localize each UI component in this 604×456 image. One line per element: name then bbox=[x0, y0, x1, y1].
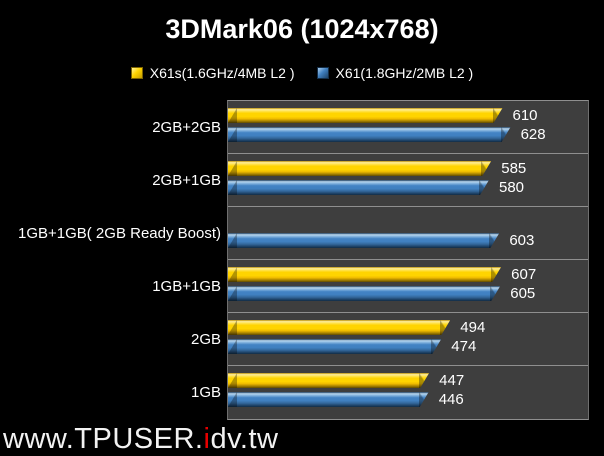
bar-line: 494 bbox=[228, 319, 588, 336]
watermark-highlight: i bbox=[203, 423, 211, 455]
value-label: 474 bbox=[451, 338, 477, 355]
category-label: 1GB+1GB bbox=[152, 277, 221, 295]
legend-label: X61s(1.6GHz/4MB L2 ) bbox=[149, 65, 295, 81]
plot-area: 2GB+2GB 610 628 2GB+1GB 585 580 1GB+1GB( 2GB R… bbox=[18, 100, 589, 420]
bar-x61 bbox=[228, 392, 429, 407]
bar-x61s bbox=[228, 108, 503, 123]
bar-line: 605 bbox=[228, 285, 588, 302]
bar-x61s bbox=[228, 161, 491, 176]
category-label: 2GB+2GB bbox=[152, 118, 221, 136]
value-label: 446 bbox=[438, 391, 464, 408]
bar-x61s bbox=[228, 373, 429, 388]
bar-x61 bbox=[228, 286, 500, 301]
chart-row: 2GB+2GB 610 628 bbox=[152, 101, 588, 154]
bar-line: 585 bbox=[228, 160, 588, 177]
chart-legend: X61s(1.6GHz/4MB L2 ) X61(1.8GHz/2MB L2 ) bbox=[0, 63, 604, 83]
legend-item-1: X61(1.8GHz/2MB L2 ) bbox=[316, 65, 474, 81]
bar-line: 474 bbox=[228, 338, 588, 355]
value-label: 605 bbox=[510, 285, 536, 302]
bar-line: 580 bbox=[228, 179, 588, 196]
chart-row: 2GB+1GB 585 580 bbox=[152, 154, 588, 207]
chart-row: 1GB+1GB 607 605 bbox=[152, 260, 588, 313]
watermark: www.TPUSER.idv.tw bbox=[3, 423, 278, 456]
bar-x61 bbox=[228, 233, 499, 248]
bar-line: 603 bbox=[228, 232, 588, 249]
value-label: 580 bbox=[499, 179, 525, 196]
legend-item-0: X61s(1.6GHz/4MB L2 ) bbox=[130, 65, 295, 81]
bar-x61 bbox=[228, 339, 441, 354]
category-label: 1GB+1GB( 2GB Ready Boost) bbox=[17, 224, 221, 242]
value-label: 447 bbox=[439, 372, 465, 389]
chart-row: 1GB+1GB( 2GB Ready Boost) 603 bbox=[18, 207, 588, 260]
bar-line: 628 bbox=[228, 126, 588, 143]
bar-x61 bbox=[228, 127, 511, 142]
legend-label: X61(1.8GHz/2MB L2 ) bbox=[335, 65, 474, 81]
value-label: 628 bbox=[520, 126, 546, 143]
legend-swatch-icon bbox=[316, 67, 329, 79]
bar-x61s bbox=[228, 320, 450, 335]
watermark-suffix: dv.tw bbox=[210, 423, 279, 455]
bar-x61s bbox=[228, 267, 501, 282]
bar-line: 610 bbox=[228, 107, 588, 124]
chart-row: 1GB 447 446 bbox=[191, 366, 588, 419]
chart-row: 2GB 494 474 bbox=[191, 313, 588, 366]
value-label: 585 bbox=[501, 160, 527, 177]
bar-line: 446 bbox=[228, 391, 588, 408]
value-label: 607 bbox=[511, 266, 537, 283]
value-label: 610 bbox=[512, 107, 538, 124]
bar-line: 607 bbox=[228, 266, 588, 283]
category-label: 2GB bbox=[190, 330, 221, 348]
chart-title: 3DMark06 (1024x768) bbox=[165, 14, 439, 44]
watermark-prefix: www.TPUSER. bbox=[3, 423, 204, 455]
category-label: 1GB bbox=[190, 384, 221, 401]
bar-line: 447 bbox=[228, 372, 588, 389]
category-label: 2GB+1GB bbox=[152, 171, 221, 189]
legend-swatch-icon bbox=[130, 67, 143, 79]
bar-x61 bbox=[228, 180, 489, 195]
value-label: 494 bbox=[460, 319, 486, 336]
value-label: 603 bbox=[509, 232, 535, 249]
